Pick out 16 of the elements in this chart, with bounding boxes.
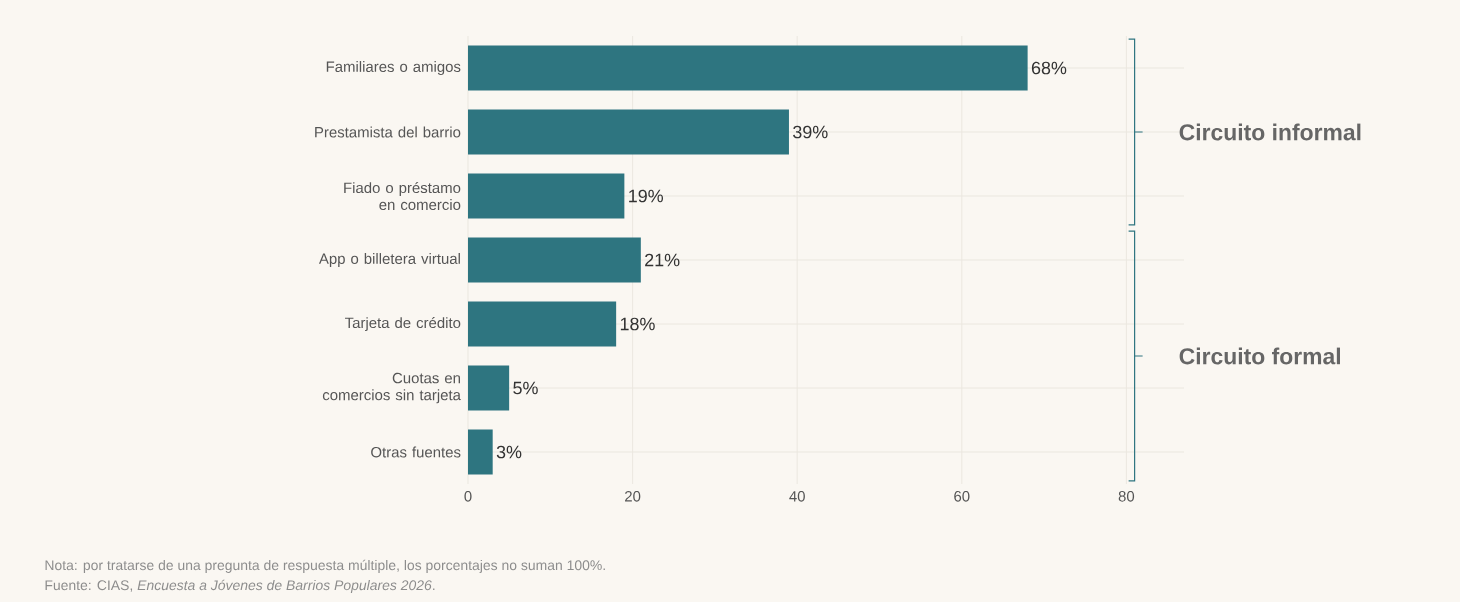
data-label: 39% bbox=[793, 125, 828, 139]
data-label: 21% bbox=[645, 253, 680, 267]
data-label: 68% bbox=[1031, 61, 1067, 75]
bar bbox=[468, 173, 625, 219]
bar bbox=[468, 429, 493, 475]
annotation: Circuito informal bbox=[1179, 123, 1361, 141]
bar bbox=[468, 365, 510, 411]
data-label: 3% bbox=[496, 445, 522, 459]
bar bbox=[468, 109, 789, 155]
bar bbox=[468, 45, 1028, 91]
annotation: Circuito formal bbox=[1179, 347, 1341, 365]
data-label: 18% bbox=[620, 317, 655, 331]
bar bbox=[468, 237, 641, 283]
data-label: 5% bbox=[513, 381, 538, 395]
bar bbox=[468, 301, 617, 347]
data-label: 19% bbox=[629, 189, 664, 203]
